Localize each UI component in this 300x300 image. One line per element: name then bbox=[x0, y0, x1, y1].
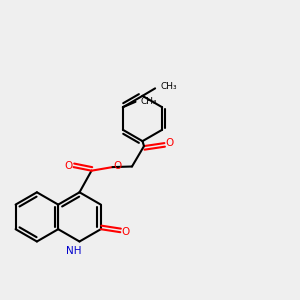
Text: CH₃: CH₃ bbox=[141, 97, 158, 106]
Text: O: O bbox=[113, 160, 122, 171]
Text: O: O bbox=[122, 227, 130, 237]
Text: O: O bbox=[64, 160, 73, 171]
Text: NH: NH bbox=[66, 246, 82, 256]
Text: CH₃: CH₃ bbox=[160, 82, 177, 91]
Text: O: O bbox=[165, 138, 173, 148]
